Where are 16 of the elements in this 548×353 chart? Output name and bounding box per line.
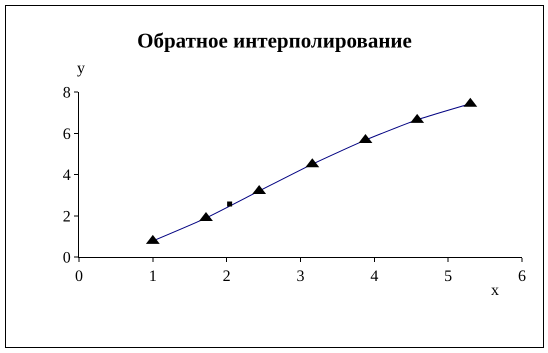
x-tick-label: 5 — [444, 268, 452, 286]
chart-title: Обратное интерполирование — [137, 28, 412, 52]
y-tick-label: 8 — [62, 84, 71, 102]
x-tick-label: 1 — [148, 268, 157, 286]
point — [227, 201, 232, 206]
y-tick-label: 2 — [62, 208, 71, 226]
y-tick-label: 6 — [62, 126, 71, 143]
y-tick-label: 0 — [62, 250, 71, 267]
x-tick-label: 0 — [75, 268, 83, 286]
x-axis-title: x — [491, 282, 499, 299]
x-tick-label: 3 — [296, 268, 304, 286]
x-tick-label: 4 — [370, 268, 378, 286]
x-tick-label: 2 — [222, 268, 231, 286]
y-axis-title: y — [77, 60, 85, 77]
x-tick-label: 6 — [518, 268, 526, 286]
y-tick-label: 4 — [62, 167, 71, 184]
